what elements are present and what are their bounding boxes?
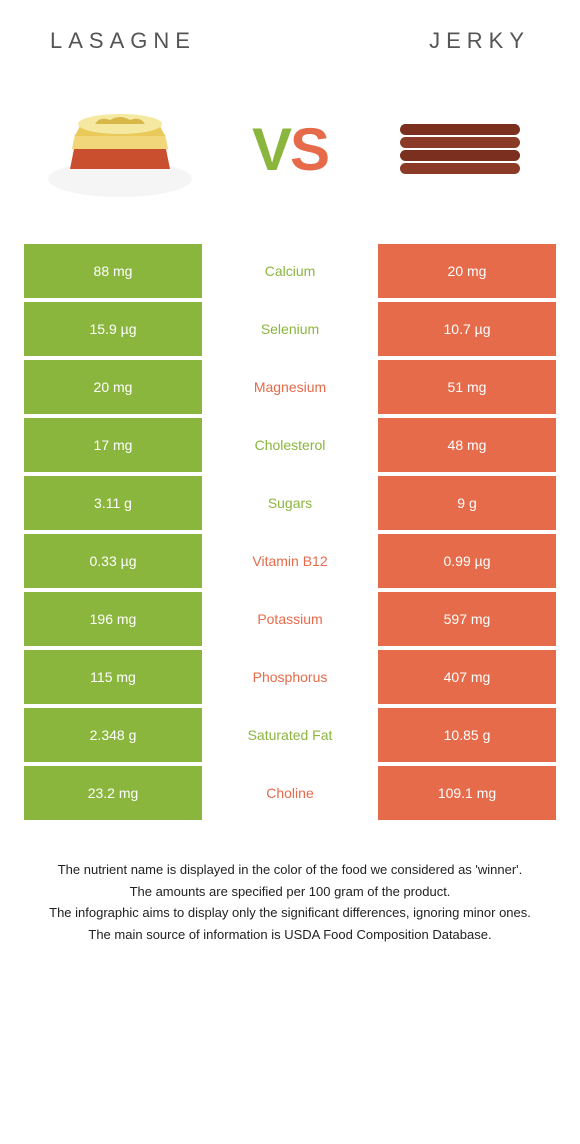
left-value: 15.9 µg [24,302,202,356]
left-value: 23.2 mg [24,766,202,820]
left-value: 0.33 µg [24,534,202,588]
vs-row: VS [0,64,580,244]
right-value: 51 mg [378,360,556,414]
header: Lasagne Jerky [0,0,580,64]
left-value: 196 mg [24,592,202,646]
right-value: 20 mg [378,244,556,298]
table-row: 17 mgCholesterol48 mg [24,418,556,476]
nutrient-name: Calcium [202,244,378,298]
jerky-icon [380,94,540,204]
right-value: 109.1 mg [378,766,556,820]
table-row: 23.2 mgCholine109.1 mg [24,766,556,824]
right-value: 407 mg [378,650,556,704]
footer: The nutrient name is displayed in the co… [0,824,580,986]
table-row: 88 mgCalcium20 mg [24,244,556,302]
nutrient-name: Saturated Fat [202,708,378,762]
right-value: 10.7 µg [378,302,556,356]
table-row: 115 mgPhosphorus407 mg [24,650,556,708]
nutrient-name: Potassium [202,592,378,646]
table-row: 15.9 µgSelenium10.7 µg [24,302,556,360]
table-row: 2.348 gSaturated Fat10.85 g [24,708,556,766]
nutrient-name: Cholesterol [202,418,378,472]
left-value: 2.348 g [24,708,202,762]
left-food-title: Lasagne [50,28,196,54]
nutrient-table: 88 mgCalcium20 mg15.9 µgSelenium10.7 µg2… [0,244,580,824]
vs-label: VS [252,115,328,184]
right-value: 597 mg [378,592,556,646]
right-food-title: Jerky [429,28,530,54]
left-value: 20 mg [24,360,202,414]
nutrient-name: Vitamin B12 [202,534,378,588]
nutrient-name: Choline [202,766,378,820]
table-row: 196 mgPotassium597 mg [24,592,556,650]
footer-line: The nutrient name is displayed in the co… [30,860,550,880]
footer-line: The main source of information is USDA F… [30,925,550,945]
nutrient-name: Magnesium [202,360,378,414]
table-row: 20 mgMagnesium51 mg [24,360,556,418]
right-value: 9 g [378,476,556,530]
nutrient-name: Sugars [202,476,378,530]
vs-v-char: V [252,116,290,183]
left-value: 88 mg [24,244,202,298]
table-row: 3.11 gSugars9 g [24,476,556,534]
nutrient-name: Phosphorus [202,650,378,704]
left-value: 115 mg [24,650,202,704]
table-row: 0.33 µgVitamin B120.99 µg [24,534,556,592]
right-value: 0.99 µg [378,534,556,588]
left-value: 3.11 g [24,476,202,530]
lasagne-icon [40,94,200,204]
footer-line: The amounts are specified per 100 gram o… [30,882,550,902]
footer-line: The infographic aims to display only the… [30,903,550,923]
left-value: 17 mg [24,418,202,472]
right-value: 10.85 g [378,708,556,762]
vs-s-char: S [290,116,328,183]
right-value: 48 mg [378,418,556,472]
nutrient-name: Selenium [202,302,378,356]
